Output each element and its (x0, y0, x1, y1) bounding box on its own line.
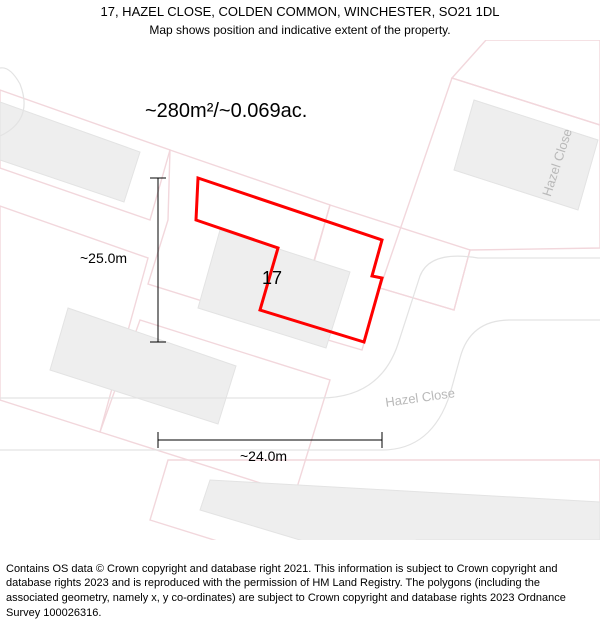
area-label: ~280m²/~0.069ac. (145, 100, 307, 123)
map-header: 17, HAZEL CLOSE, COLDEN COMMON, WINCHEST… (0, 4, 600, 37)
height-dimension-label: ~25.0m (80, 250, 127, 266)
house-number-label: 17 (262, 268, 282, 289)
map-canvas: ~280m²/~0.069ac. 17 ~25.0m ~24.0m Hazel … (0, 40, 600, 540)
map-title: 17, HAZEL CLOSE, COLDEN COMMON, WINCHEST… (0, 4, 600, 21)
copyright-footer: Contains OS data © Crown copyright and d… (6, 562, 594, 621)
map-subtitle: Map shows position and indicative extent… (0, 23, 600, 37)
width-dimension-label: ~24.0m (240, 448, 287, 464)
